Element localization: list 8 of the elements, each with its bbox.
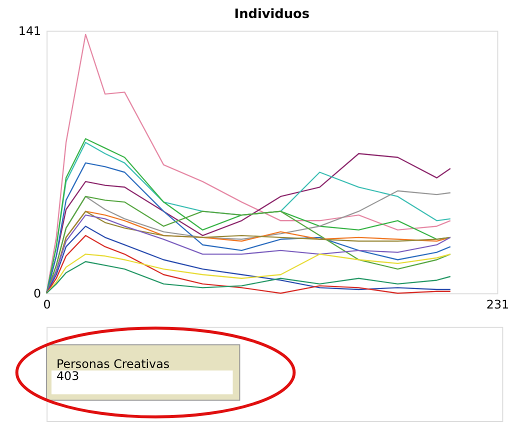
- y-tick-label: 141: [18, 24, 42, 38]
- x-tick-label: 231: [486, 298, 510, 312]
- text: Personas Creativas: [56, 356, 170, 371]
- line-series: [46, 34, 451, 294]
- chart-title: Individuos: [234, 6, 310, 22]
- line-series: [46, 261, 451, 294]
- line-series: [46, 254, 451, 294]
- text: 403: [56, 369, 80, 384]
